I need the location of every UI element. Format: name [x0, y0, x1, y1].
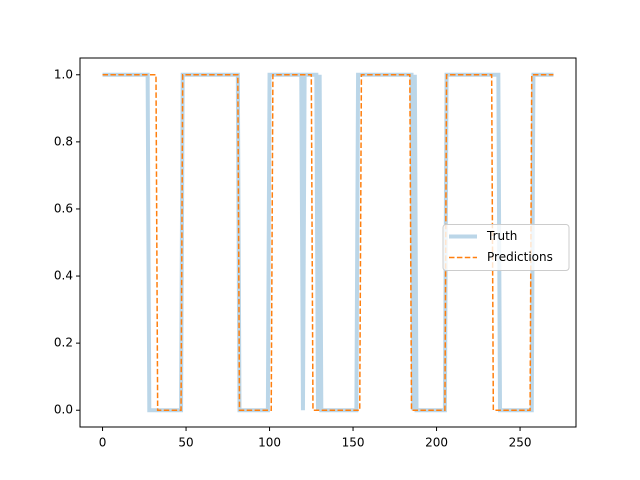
- y-tick-label: 0.2: [54, 336, 73, 350]
- plot-frame: [79, 57, 577, 428]
- y-tick-label: 1.0: [54, 67, 73, 81]
- y-tick-label: 0.0: [54, 403, 73, 417]
- y-tick-label: 0.4: [54, 269, 73, 283]
- x-tick-label: 200: [425, 436, 448, 450]
- legend-label: Truth: [486, 229, 517, 243]
- x-tick-label: 100: [258, 436, 281, 450]
- x-tick-label: 150: [342, 436, 365, 450]
- x-tick-label: 250: [509, 436, 532, 450]
- y-tick-label: 0.8: [54, 134, 73, 148]
- legend-box: [442, 224, 570, 271]
- x-tick-label: 0: [99, 436, 107, 450]
- legend-label: Predictions: [487, 250, 553, 264]
- y-tick-label: 0.6: [54, 201, 73, 215]
- x-tick-label: 50: [178, 436, 193, 450]
